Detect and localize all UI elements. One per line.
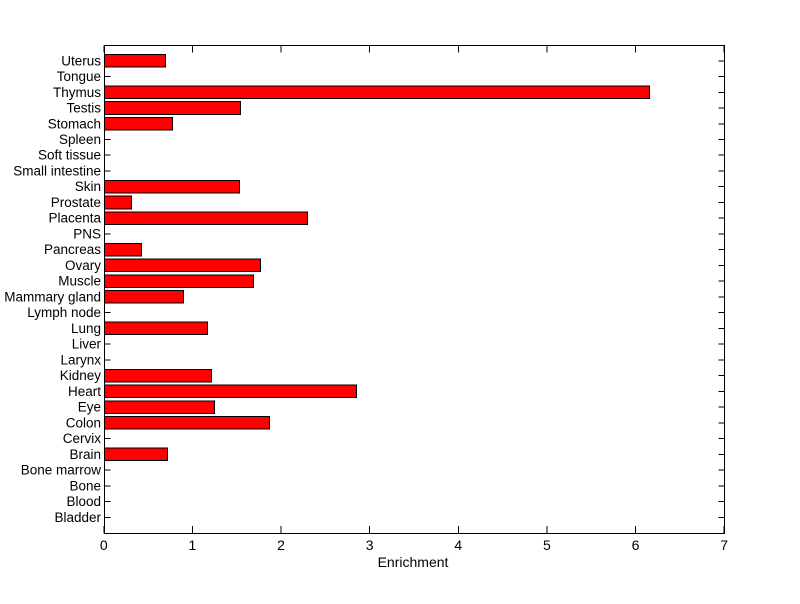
svg-text:Bone marrow: Bone marrow [21, 463, 102, 478]
svg-text:Testis: Testis [66, 101, 101, 116]
svg-text:Brain: Brain [69, 447, 101, 462]
svg-text:4: 4 [454, 537, 462, 553]
svg-text:Mammary gland: Mammary gland [4, 289, 101, 304]
svg-text:1: 1 [189, 537, 197, 553]
svg-text:Eye: Eye [78, 400, 101, 415]
svg-text:6: 6 [632, 537, 640, 553]
svg-text:Placenta: Placenta [48, 211, 101, 226]
svg-text:Spleen: Spleen [59, 132, 101, 147]
svg-text:Colon: Colon [66, 415, 101, 430]
svg-text:Tongue: Tongue [57, 69, 101, 84]
svg-text:Cervix: Cervix [63, 431, 102, 446]
svg-text:3: 3 [366, 537, 374, 553]
svg-text:Soft tissue: Soft tissue [38, 148, 101, 163]
svg-text:Liver: Liver [72, 337, 102, 352]
svg-text:Blood: Blood [66, 494, 101, 509]
svg-text:Muscle: Muscle [58, 274, 101, 289]
svg-text:Small intestine: Small intestine [13, 163, 101, 178]
svg-text:Bladder: Bladder [54, 510, 101, 525]
svg-text:5: 5 [543, 537, 551, 553]
svg-text:7: 7 [720, 537, 728, 553]
svg-text:Ovary: Ovary [65, 258, 101, 273]
svg-text:Stomach: Stomach [48, 116, 101, 131]
svg-text:Pancreas: Pancreas [44, 242, 101, 257]
svg-text:Bone: Bone [69, 478, 101, 493]
svg-text:0: 0 [100, 537, 108, 553]
svg-text:Uterus: Uterus [61, 53, 101, 68]
svg-text:Skin: Skin [75, 179, 101, 194]
svg-text:Thymus: Thymus [53, 85, 101, 100]
svg-text:Lymph node: Lymph node [27, 305, 101, 320]
svg-text:Lung: Lung [71, 321, 101, 336]
svg-text:Kidney: Kidney [60, 368, 102, 383]
svg-text:Larynx: Larynx [60, 352, 101, 367]
svg-text:PNS: PNS [73, 226, 101, 241]
svg-text:Prostate: Prostate [51, 195, 101, 210]
svg-text:Enrichment: Enrichment [378, 554, 449, 570]
svg-text:Heart: Heart [68, 384, 101, 399]
svg-text:2: 2 [277, 537, 285, 553]
